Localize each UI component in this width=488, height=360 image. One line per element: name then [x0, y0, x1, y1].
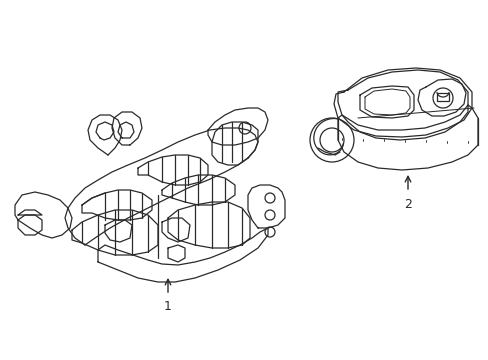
Text: 2: 2: [403, 198, 411, 211]
Text: 1: 1: [164, 301, 172, 314]
Bar: [436, 93, 448, 101]
